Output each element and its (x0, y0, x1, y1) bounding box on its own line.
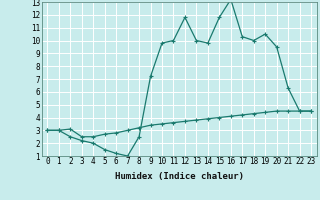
X-axis label: Humidex (Indice chaleur): Humidex (Indice chaleur) (115, 172, 244, 181)
